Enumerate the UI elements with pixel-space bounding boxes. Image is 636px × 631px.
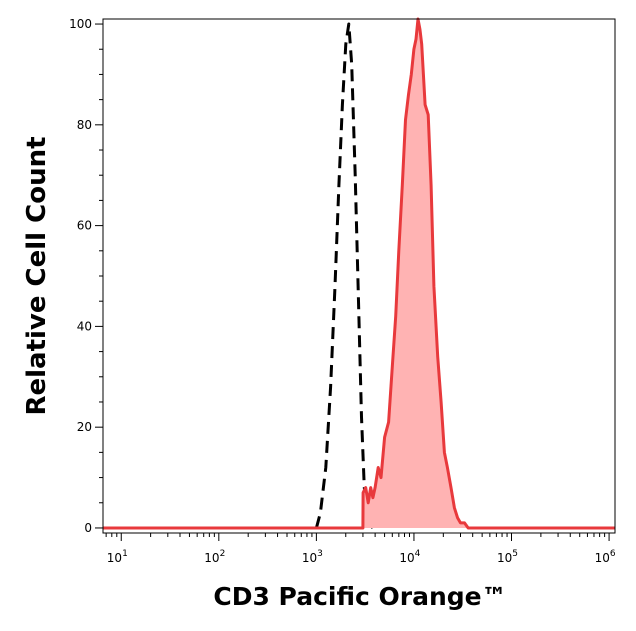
series-1-area — [103, 19, 615, 528]
x-tick-label: 105 — [497, 549, 518, 565]
x-tick-label: 106 — [595, 549, 616, 565]
x-tick-label: 101 — [107, 549, 128, 565]
x-axis: 101 102 103 104 105 106 — [105, 533, 616, 565]
y-axis: 0 20 40 60 80 100 — [69, 17, 103, 535]
y-tick-label: 0 — [84, 521, 92, 535]
y-tick-label: 40 — [77, 319, 92, 333]
y-axis-title: Relative Cell Count — [22, 136, 52, 415]
x-tick-label: 104 — [399, 549, 420, 565]
y-tick-label: 60 — [77, 219, 92, 233]
series-1-line — [103, 17, 615, 530]
x-tick-label: 103 — [302, 549, 323, 565]
x-tick-label: 102 — [204, 549, 225, 565]
plot-frame — [102, 18, 616, 534]
y-tick-label: 20 — [77, 420, 92, 434]
x-axis-title: CD3 Pacific Orange™ — [213, 582, 506, 611]
plot-area — [103, 17, 615, 530]
series-0-line — [314, 22, 375, 529]
y-tick-label: 100 — [69, 17, 92, 31]
y-tick-label: 80 — [77, 118, 92, 132]
